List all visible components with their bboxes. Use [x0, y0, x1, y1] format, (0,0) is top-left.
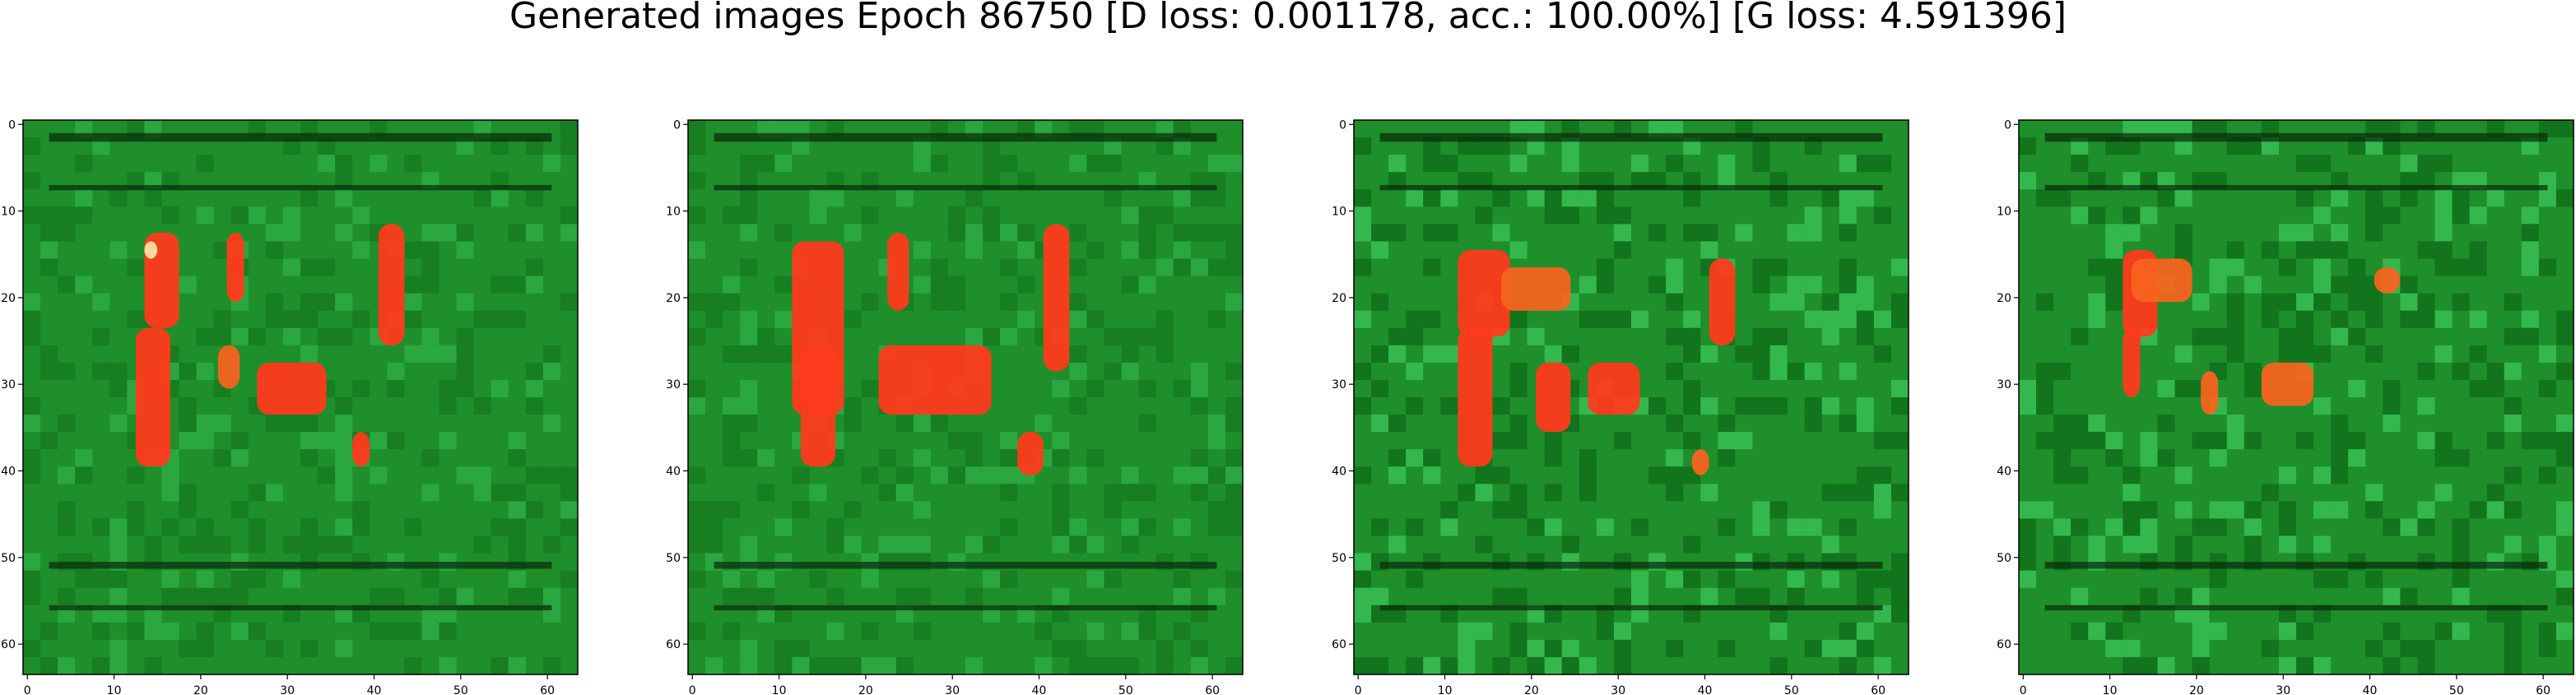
x-tick-label: 10 — [2103, 684, 2118, 695]
figure-title: Generated images Epoch 86750 [D loss: 0.… — [509, 0, 2067, 37]
generated-image-panel-1: 0 10 20 30 40 50 60 0 10 20 30 40 50 60 — [0, 0, 614, 695]
generated-image-2: 0 10 20 30 40 50 60 0 10 20 30 40 50 60 — [666, 118, 1244, 695]
y-tick-label: 30 — [1997, 378, 2011, 392]
axes-frame — [687, 119, 1244, 675]
y-tick-label: 20 — [1, 292, 16, 305]
y-tick-label: 20 — [1332, 292, 1346, 305]
y-tick-label: 60 — [1997, 638, 2011, 651]
x-tick-label: 30 — [945, 684, 960, 695]
y-tick-label: 50 — [1332, 552, 1346, 565]
x-tick-label: 40 — [1698, 684, 1713, 695]
generated-image-pixels — [23, 120, 578, 674]
y-tick-label: 40 — [1, 466, 16, 479]
generated-image-panel-3: 0 10 20 30 40 50 60 0 10 20 30 40 50 60 — [1331, 0, 1945, 695]
y-tick-label: 0 — [8, 118, 16, 132]
y-tick-label: 0 — [673, 118, 681, 132]
y-tick-label: 0 — [1339, 118, 1346, 132]
generated-image-pixels — [1354, 120, 1909, 674]
generated-image-pixels — [2019, 120, 2574, 674]
x-tick-label: 60 — [1871, 684, 1886, 695]
axes-frame — [1353, 119, 1909, 675]
generated-image-pixels — [688, 120, 1243, 674]
generated-image-4: 0 10 20 30 40 50 60 0 10 20 30 40 50 60 — [1997, 118, 2574, 695]
x-tick-label: 50 — [1784, 684, 1799, 695]
y-tick-label: 10 — [1997, 206, 2011, 219]
y-tick-label: 10 — [666, 206, 681, 219]
x-tick-label: 10 — [772, 684, 787, 695]
x-tick-label: 20 — [1524, 684, 1539, 695]
generated-image-3: 0 10 20 30 40 50 60 0 10 20 30 40 50 60 — [1332, 118, 1909, 695]
y-tick-label: 30 — [666, 378, 681, 392]
x-tick-label: 10 — [107, 684, 122, 695]
x-tick-label: 20 — [2189, 684, 2204, 695]
y-tick-label: 10 — [1, 206, 16, 219]
y-tick-label: 50 — [1997, 552, 2011, 565]
y-tick-label: 30 — [1, 378, 16, 392]
x-tick-label: 0 — [1355, 684, 1362, 695]
x-tick-label: 60 — [1205, 684, 1220, 695]
x-tick-label: 20 — [858, 684, 873, 695]
y-tick-label: 30 — [1332, 378, 1346, 392]
x-tick-label: 30 — [280, 684, 295, 695]
x-tick-label: 60 — [2536, 684, 2550, 695]
x-tick-label: 50 — [1118, 684, 1133, 695]
x-tick-label: 50 — [453, 684, 468, 695]
y-tick-label: 60 — [1, 638, 16, 651]
x-tick-label: 50 — [2449, 684, 2464, 695]
y-tick-label: 50 — [666, 552, 681, 565]
generated-image-1: 0 10 20 30 40 50 60 0 10 20 30 40 50 60 — [1, 118, 579, 695]
x-tick-label: 0 — [689, 684, 696, 695]
generated-image-panel-2: 0 10 20 30 40 50 60 0 10 20 30 40 50 60 — [665, 0, 1279, 695]
y-tick-label: 40 — [1332, 466, 1346, 479]
y-tick-label: 40 — [666, 466, 681, 479]
x-tick-label: 30 — [2276, 684, 2290, 695]
y-tick-label: 60 — [1332, 638, 1346, 651]
x-tick-label: 0 — [2020, 684, 2027, 695]
x-tick-label: 40 — [2363, 684, 2378, 695]
generated-image-panel-4: 0 10 20 30 40 50 60 0 10 20 30 40 50 60 — [1996, 0, 2576, 695]
x-tick-label: 0 — [24, 684, 31, 695]
axes-frame — [2018, 119, 2574, 675]
x-tick-label: 20 — [193, 684, 208, 695]
x-tick-label: 40 — [1032, 684, 1047, 695]
x-tick-label: 10 — [1438, 684, 1453, 695]
axes-frame — [22, 119, 579, 675]
y-tick-label: 10 — [1332, 206, 1346, 219]
y-tick-label: 20 — [666, 292, 681, 305]
y-tick-label: 60 — [666, 638, 681, 651]
x-tick-label: 40 — [367, 684, 382, 695]
y-tick-label: 40 — [1997, 466, 2011, 479]
y-tick-label: 20 — [1997, 292, 2011, 305]
x-tick-label: 60 — [540, 684, 555, 695]
y-tick-label: 50 — [1, 552, 16, 565]
x-tick-label: 30 — [1611, 684, 1625, 695]
y-tick-label: 0 — [2004, 118, 2011, 132]
